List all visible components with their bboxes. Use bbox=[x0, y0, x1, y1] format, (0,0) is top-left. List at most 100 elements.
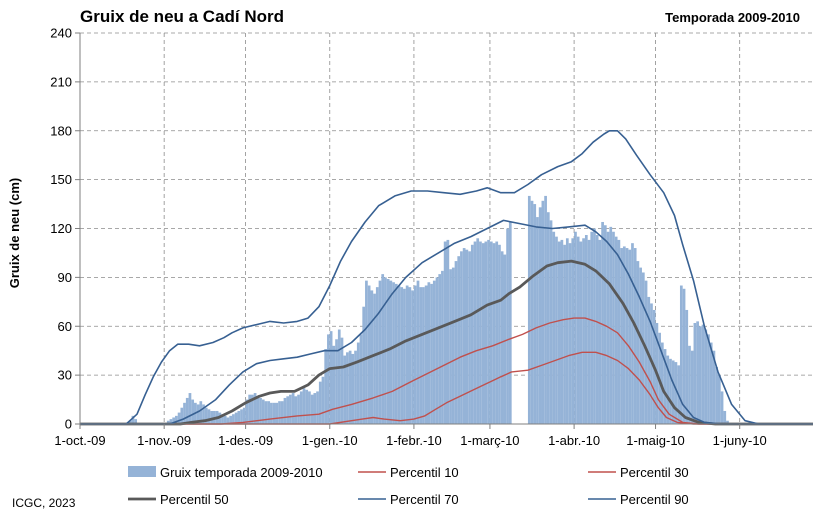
snow-depth-bar bbox=[308, 391, 311, 424]
snow-depth-bar bbox=[717, 375, 721, 424]
snow-depth-bar bbox=[704, 329, 708, 424]
snow-depth-bar bbox=[557, 241, 561, 424]
legend-label: Gruix temporada 2009-2010 bbox=[160, 465, 323, 480]
snow-depth-bar bbox=[180, 407, 184, 424]
axes bbox=[75, 32, 813, 429]
snow-depth-bar bbox=[283, 397, 287, 424]
percentile-line-1 bbox=[80, 351, 813, 425]
snow-depth-bar bbox=[476, 238, 480, 424]
snow-depth-bar bbox=[264, 401, 268, 424]
y-axis-label: Gruix de neu (cm) bbox=[7, 178, 22, 289]
snow-depth-bar bbox=[240, 409, 243, 424]
snow-depth-bar bbox=[565, 238, 569, 424]
snow-depth-bar bbox=[275, 402, 279, 424]
snow-depth-bar bbox=[603, 225, 607, 424]
snow-depth-bar bbox=[329, 331, 333, 424]
snow-depth-bar bbox=[707, 334, 710, 424]
snow-depth-bar bbox=[544, 195, 547, 424]
snow-depth-bar bbox=[690, 350, 694, 424]
snow-depth-bar bbox=[568, 243, 572, 424]
snow-depth-bar bbox=[698, 326, 702, 424]
snow-depth-bar bbox=[286, 396, 290, 424]
legend-item: Percentil 10 bbox=[358, 465, 459, 480]
x-tick-label: 1-maig-10 bbox=[626, 433, 685, 448]
snow-depth-bar bbox=[305, 389, 309, 424]
snow-depth-bar bbox=[492, 243, 496, 424]
snow-depth-bar bbox=[446, 239, 450, 424]
snow-depth-bar bbox=[601, 221, 604, 424]
snow-depth-bar bbox=[587, 239, 591, 424]
snow-depth-bar bbox=[259, 397, 262, 424]
snow-depth-bar bbox=[354, 350, 357, 424]
snow-depth-bar bbox=[375, 287, 379, 424]
snow-depth-bar bbox=[229, 415, 233, 424]
snow-depth-bar bbox=[582, 238, 585, 424]
snow-depth-bar bbox=[346, 352, 349, 424]
snow-depth-bar bbox=[337, 329, 341, 424]
snow-depth-bar bbox=[413, 285, 417, 424]
snow-depth-bar bbox=[636, 261, 640, 424]
snow-depth-bar bbox=[715, 366, 718, 424]
snow-depth-bar bbox=[191, 399, 195, 424]
snow-depth-bar bbox=[280, 401, 284, 424]
snow-depth-bar bbox=[560, 239, 564, 424]
snow-depth-bar bbox=[536, 217, 539, 424]
x-tick-label: 1-abr.-10 bbox=[548, 433, 600, 448]
x-tick-label: 1-des.-09 bbox=[218, 433, 273, 448]
snow-depth-bar bbox=[392, 282, 395, 424]
snow-depth-bar bbox=[335, 339, 338, 424]
snow-depth-bar bbox=[202, 404, 205, 424]
snow-depth-bar bbox=[489, 241, 493, 424]
snow-depth-bar bbox=[479, 241, 482, 424]
snow-depth-bar bbox=[435, 277, 439, 424]
x-tick-label: 1-març-10 bbox=[460, 433, 519, 448]
snow-depth-bar bbox=[188, 393, 192, 424]
snow-depth-bar bbox=[185, 397, 189, 424]
snow-depth-bar bbox=[373, 293, 376, 424]
snow-depth-bar bbox=[313, 393, 317, 424]
snow-depth-bar bbox=[723, 410, 727, 424]
snow-depth-bar bbox=[726, 420, 729, 424]
snow-depth-bar bbox=[128, 420, 132, 424]
snow-depth-bar bbox=[563, 244, 566, 424]
snow-depth-bar bbox=[210, 410, 214, 424]
percentile-line-4 bbox=[80, 219, 813, 425]
legend-label: Percentil 30 bbox=[620, 465, 689, 480]
snow-depth-bar bbox=[674, 362, 678, 424]
snow-depth-bar bbox=[256, 396, 260, 424]
y-tick-label: 0 bbox=[65, 417, 72, 432]
snow-depth-bar bbox=[682, 288, 686, 424]
snow-depth-bar bbox=[631, 243, 634, 424]
x-tick-label: 1-nov.-09 bbox=[137, 433, 191, 448]
snow-depth-bar bbox=[365, 280, 368, 424]
legend-swatch bbox=[128, 466, 156, 477]
snow-depth-bar bbox=[555, 236, 558, 424]
snow-depth-bar bbox=[671, 360, 675, 424]
y-tick-label: 240 bbox=[50, 26, 72, 41]
snow-depth-bar bbox=[712, 350, 716, 424]
snow-depth-bar bbox=[321, 376, 325, 424]
x-tick-label: 1-oct.-09 bbox=[54, 433, 105, 448]
y-tick-label: 90 bbox=[58, 270, 72, 285]
snow-depth-bar bbox=[451, 267, 455, 424]
snow-depth-bar bbox=[422, 287, 425, 424]
snow-depth-bar bbox=[685, 309, 689, 424]
snow-depth-bar bbox=[324, 349, 328, 424]
bar-series bbox=[128, 195, 729, 424]
snow-depth-bar bbox=[473, 241, 477, 424]
snow-depth-bar bbox=[660, 342, 664, 424]
snow-depth-bar bbox=[552, 231, 556, 424]
snow-depth-bar bbox=[340, 337, 344, 424]
snow-depth-bar bbox=[533, 204, 537, 424]
snow-depth-bar bbox=[498, 244, 501, 424]
snow-depth-bar bbox=[175, 415, 178, 424]
snow-depth-bar bbox=[237, 410, 241, 424]
legend: Gruix temporada 2009-2010 Percentil 10 Per… bbox=[128, 465, 689, 507]
snow-depth-bar bbox=[574, 231, 577, 424]
legend-label: Percentil 50 bbox=[160, 492, 229, 507]
snow-depth-bar bbox=[641, 272, 645, 424]
snow-depth-bar bbox=[183, 402, 186, 424]
legend-item: Percentil 90 bbox=[588, 492, 689, 507]
snow-depth-bar bbox=[199, 401, 203, 424]
snow-depth-bar bbox=[207, 409, 211, 424]
